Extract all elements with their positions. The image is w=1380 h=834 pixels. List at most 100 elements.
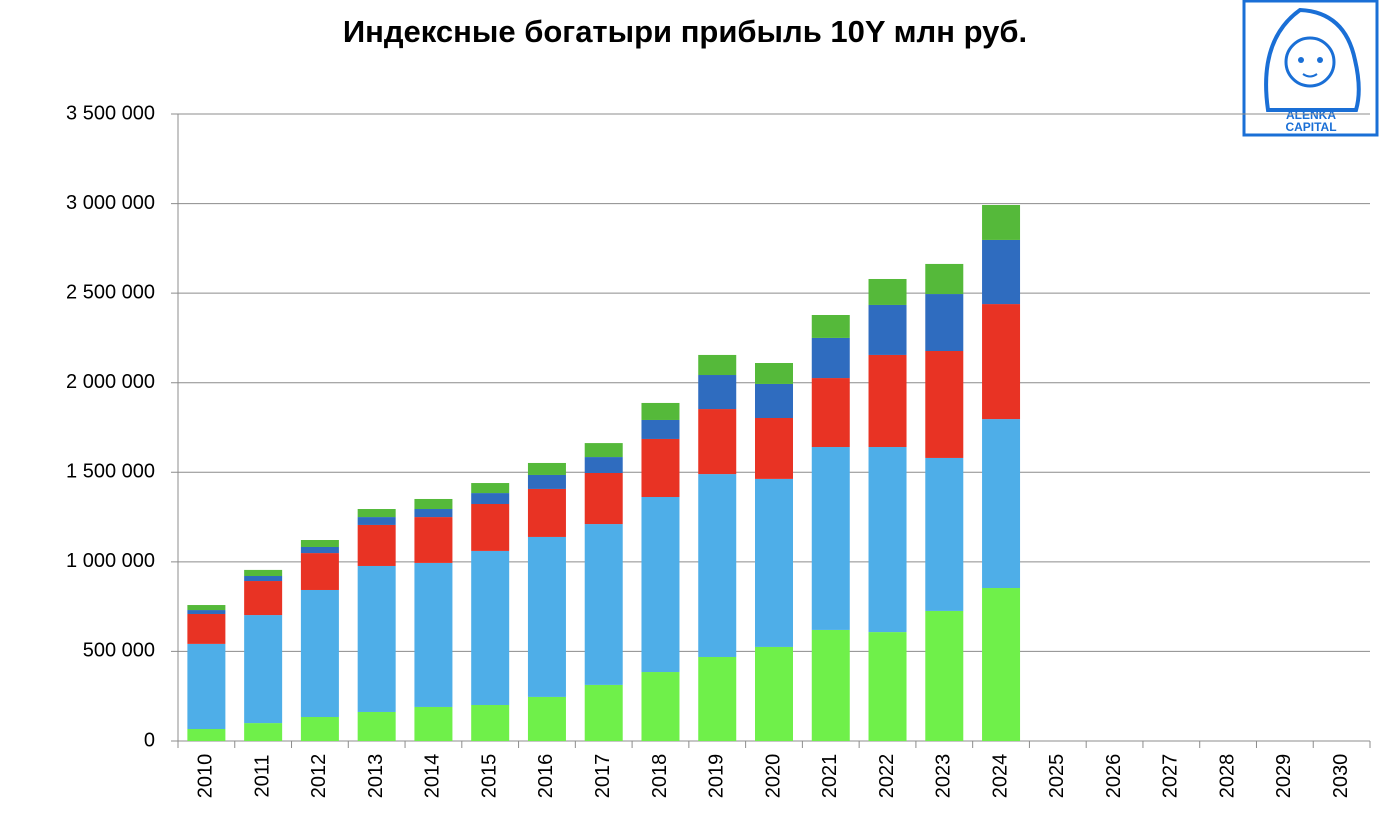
x-tick-label: 2030 (1330, 754, 1352, 799)
x-tick-label: 2024 (989, 754, 1011, 799)
bar-segment (584, 457, 623, 474)
bar-segment (300, 546, 339, 554)
bar-segment (641, 672, 680, 741)
logo-text: ALËNKA (1286, 107, 1336, 122)
bar-segment (414, 706, 453, 741)
y-tick-label: 0 (144, 729, 155, 751)
bar-segment (187, 728, 226, 741)
bar-segment (925, 294, 964, 352)
y-tick-label: 1 000 000 (66, 550, 155, 572)
bar-segment (244, 581, 283, 616)
chart-title: Индексные богатыри прибыль 10Y млн руб. (343, 14, 1027, 49)
bar-segment (811, 447, 850, 630)
x-tick-label: 2017 (592, 754, 614, 799)
bar-segment (527, 696, 566, 741)
bar-segment (982, 419, 1021, 589)
bar-segment (414, 562, 453, 707)
bar-segment (357, 565, 396, 712)
y-tick-label: 1 500 000 (66, 461, 155, 483)
y-tick-label: 3 500 000 (66, 102, 155, 124)
bar-segment (982, 205, 1021, 240)
x-tick-label: 2015 (478, 754, 500, 799)
x-tick-label: 2029 (1273, 754, 1295, 799)
logo-face (1284, 36, 1336, 88)
x-tick-label: 2022 (876, 754, 898, 799)
bar-segment (698, 409, 737, 475)
bar-segment (527, 536, 566, 697)
bar-segment (755, 646, 793, 741)
x-tick-label: 2018 (649, 754, 671, 799)
bar-segment (698, 354, 737, 376)
bar-segment (811, 314, 850, 338)
logo-text: CAPITAL (1285, 120, 1336, 134)
bar-segment (982, 239, 1021, 305)
bar-segment (755, 363, 793, 384)
bar-segment (982, 588, 1021, 741)
bar-segment (641, 497, 680, 673)
x-tick-label: 2016 (535, 754, 557, 799)
bar-segment (811, 337, 850, 379)
bar-segment (244, 576, 283, 582)
bar-segment (811, 378, 850, 448)
bar-segment (471, 704, 510, 741)
bar-segment (982, 304, 1021, 420)
bar-segment (357, 524, 396, 566)
bar-segment (755, 478, 793, 647)
x-tick-label: 2027 (1160, 754, 1182, 799)
bar-segment (868, 278, 907, 305)
bar-segment (357, 517, 396, 525)
bar-segment (244, 569, 283, 577)
bar-segment (187, 613, 226, 644)
bar-segment (868, 632, 907, 741)
bar-segment (357, 509, 396, 518)
bar-segment (471, 503, 510, 551)
bar-segment (187, 605, 226, 611)
bar-segment (414, 509, 453, 518)
bar-segment (187, 610, 226, 614)
bar-segment (868, 354, 907, 448)
y-tick-label: 3 000 000 (66, 192, 155, 214)
bar-segment (755, 418, 793, 479)
bar-segment (925, 263, 964, 295)
y-tick-label: 500 000 (83, 640, 155, 662)
bar-segment (698, 656, 737, 741)
x-tick-label: 2014 (422, 754, 444, 799)
bar-segment (868, 447, 907, 633)
bar-segment (300, 716, 339, 741)
x-tick-label: 2020 (762, 754, 784, 799)
logo-eye (1298, 57, 1304, 63)
bar-segment (527, 488, 566, 537)
bar-segment (187, 643, 226, 729)
bar-segment (471, 550, 510, 705)
bar-segment (584, 443, 623, 458)
logo: ALËNKA CAPITAL (1242, 0, 1379, 137)
bar-segment (698, 375, 737, 410)
bar-segment (300, 553, 339, 590)
bar-segment (414, 517, 453, 563)
y-tick-label: 2 500 000 (66, 281, 155, 303)
bar-segment (414, 498, 453, 510)
bar-segment (357, 711, 396, 741)
x-tick-label: 2028 (1216, 754, 1238, 799)
x-tick-label: 2013 (365, 754, 387, 799)
bar-segment (527, 462, 566, 475)
x-tick-label: 2025 (1046, 754, 1068, 799)
bar-segment (584, 684, 623, 741)
bar-segment (925, 351, 964, 458)
x-tick-label: 2023 (933, 754, 955, 799)
x-tick-label: 2012 (308, 754, 330, 799)
logo-mouth (1302, 73, 1318, 78)
bar-segment (641, 419, 680, 439)
bar-segment (868, 304, 907, 355)
bar-segment (755, 383, 793, 419)
bar-segment (584, 524, 623, 685)
bar-segment (925, 457, 964, 611)
bar-segment (244, 615, 283, 724)
bar-segment (641, 402, 680, 420)
y-tick-label: 2 000 000 (66, 371, 155, 393)
x-tick-label: 2026 (1103, 754, 1125, 799)
logo-head (1264, 7, 1361, 112)
bar-segment (527, 474, 566, 489)
x-tick-label: 2019 (706, 754, 728, 799)
